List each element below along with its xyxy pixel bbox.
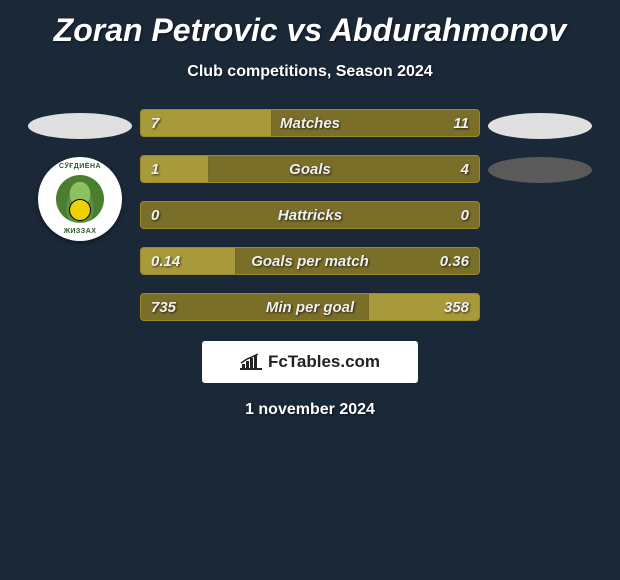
stat-row-matches: 7 Matches 11 <box>140 109 480 137</box>
stat-label: Goals per match <box>251 253 369 270</box>
stat-bars: 7 Matches 11 1 Goals 4 0 Hattricks 0 0.1… <box>140 109 480 321</box>
bar-fill-right <box>478 248 479 274</box>
stat-value-left: 7 <box>151 115 159 132</box>
player-right-photo-placeholder <box>488 113 592 139</box>
club-badge-text-bottom: ЖИЗЗАХ <box>38 228 122 235</box>
stat-value-right: 358 <box>444 299 469 316</box>
right-side <box>480 109 600 183</box>
bar-fill-left <box>141 294 142 320</box>
bar-fill-right <box>478 202 479 228</box>
stat-label: Min per goal <box>266 299 354 316</box>
bar-fill-right <box>478 110 479 136</box>
club-badge-text-top: СӮҒДИЁНА <box>38 163 122 170</box>
stat-row-min-per-goal: 735 Min per goal 358 <box>140 293 480 321</box>
stat-value-left: 0 <box>151 207 159 224</box>
stat-value-right: 4 <box>461 161 469 178</box>
page-subtitle: Club competitions, Season 2024 <box>0 63 620 81</box>
stat-value-right: 11 <box>453 115 469 132</box>
left-side: СӮҒДИЁНА ЖИЗЗАХ <box>20 109 140 241</box>
chart-icon <box>240 353 262 371</box>
stat-row-goals-per-match: 0.14 Goals per match 0.36 <box>140 247 480 275</box>
stat-value-right: 0.36 <box>440 253 469 270</box>
stat-label: Matches <box>280 115 340 132</box>
date-text: 1 november 2024 <box>0 401 620 419</box>
stat-label: Goals <box>289 161 331 178</box>
stat-value-left: 735 <box>151 299 176 316</box>
stat-label: Hattricks <box>278 207 342 224</box>
comparison-content: СӮҒДИЁНА ЖИЗЗАХ 7 Matches 11 1 Goals 4 0… <box>0 109 620 321</box>
brand-box: FcTables.com <box>202 341 418 383</box>
bar-fill-left <box>141 110 272 136</box>
stat-value-right: 0 <box>461 207 469 224</box>
stat-row-hattricks: 0 Hattricks 0 <box>140 201 480 229</box>
bar-fill-right <box>478 156 479 182</box>
stat-value-left: 1 <box>151 161 159 178</box>
player-left-photo-placeholder <box>28 113 132 139</box>
stat-row-goals: 1 Goals 4 <box>140 155 480 183</box>
page-title: Zoran Petrovic vs Abdurahmonov <box>0 0 620 49</box>
stat-value-left: 0.14 <box>151 253 180 270</box>
bar-fill-left <box>141 202 142 228</box>
brand-text: FcTables.com <box>268 352 380 372</box>
club-right-placeholder <box>488 157 592 183</box>
club-badge-left: СӮҒДИЁНА ЖИЗЗАХ <box>38 157 122 241</box>
